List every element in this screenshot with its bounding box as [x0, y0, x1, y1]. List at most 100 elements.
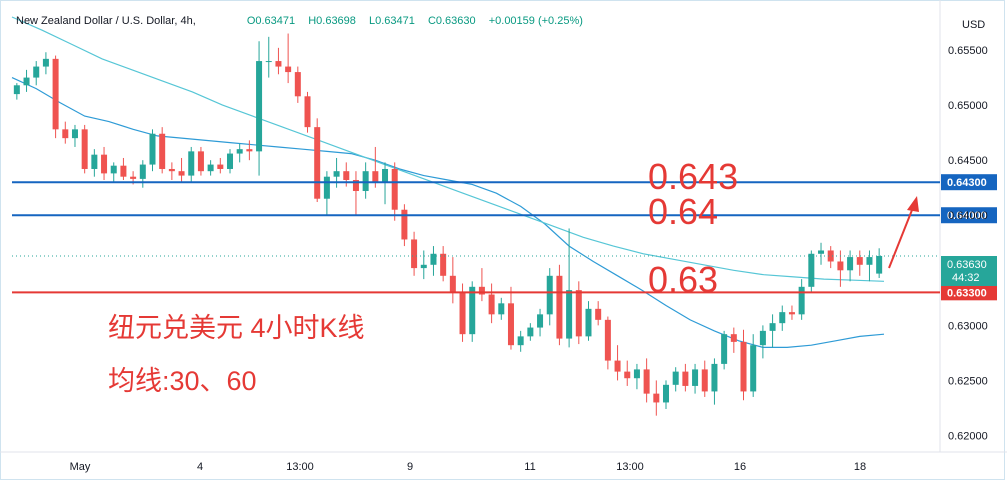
candle: [779, 305, 786, 331]
y-tick-label: 0.62000: [948, 430, 988, 442]
candle-body: [130, 176, 137, 179]
candle: [507, 286, 514, 350]
candle-body: [449, 275, 456, 293]
x-tick-label: 13:00: [286, 461, 314, 473]
candle-body: [13, 85, 20, 95]
candle-body: [750, 345, 757, 392]
candle: [633, 363, 640, 390]
candle-body: [71, 129, 78, 139]
candle-body: [847, 257, 854, 271]
candle: [256, 41, 263, 176]
candle-body: [721, 334, 728, 364]
candle: [440, 246, 447, 282]
candle: [866, 250, 873, 282]
candle: [604, 316, 611, 370]
candle: [352, 171, 359, 216]
chart-caption-title: 纽元兑美元 4小时K线: [108, 313, 365, 343]
candle: [856, 250, 863, 276]
candle-body: [672, 371, 679, 385]
candle-body: [323, 176, 330, 199]
candle-body: [188, 151, 195, 176]
price-axis: 0.655000.650000.645000.640000.635000.630…: [948, 45, 988, 442]
candle: [721, 330, 728, 370]
candle: [585, 301, 592, 341]
candle: [178, 157, 185, 183]
chart-caption-ma: 均线:30、60: [108, 366, 257, 396]
candle: [847, 250, 854, 282]
candle-body: [411, 239, 418, 269]
candle-body: [217, 164, 224, 169]
candle-body: [469, 286, 476, 335]
candle: [139, 160, 146, 188]
candle-body: [730, 334, 737, 342]
candle: [788, 305, 795, 320]
candle: [808, 250, 815, 293]
candle-body: [401, 209, 408, 240]
candle: [226, 149, 234, 174]
candle: [740, 329, 747, 401]
candle-body: [488, 294, 495, 315]
countdown-label: 44:32: [952, 272, 980, 284]
candle-body: [856, 257, 863, 265]
candle: [13, 83, 20, 100]
candle-body: [459, 292, 466, 335]
candle-body: [120, 165, 127, 177]
candle-body: [42, 58, 49, 67]
candle: [595, 301, 602, 326]
price-levels: 0.64300 0.64000 0.63300: [12, 174, 997, 301]
candle: [672, 367, 679, 392]
level-price-label: 0.64000: [947, 210, 987, 222]
candle: [91, 149, 98, 177]
candle-body: [527, 327, 534, 337]
candle: [275, 47, 282, 75]
candle-body: [81, 129, 88, 169]
candle: [71, 124, 78, 147]
candle-body: [304, 96, 311, 128]
candle: [624, 360, 631, 386]
candle: [236, 143, 243, 163]
low-value: L0.63471: [368, 15, 415, 27]
candle: [110, 162, 117, 183]
candle-body: [197, 151, 204, 172]
candle-body: [517, 336, 524, 346]
candle-body: [798, 286, 805, 315]
candle-body: [788, 312, 795, 315]
candle-body: [362, 171, 369, 192]
candle: [759, 325, 766, 359]
candle: [304, 91, 311, 133]
candle: [818, 242, 825, 265]
candle-body: [420, 264, 427, 269]
candle-body: [692, 369, 699, 386]
candle-body: [556, 275, 563, 339]
candle-body: [643, 369, 650, 394]
candle-body: [372, 171, 379, 183]
candle-body: [168, 168, 175, 172]
candle-body: [226, 153, 234, 169]
candle: [362, 162, 369, 199]
candle-body: [294, 72, 301, 97]
candle: [391, 162, 398, 221]
candle-body: [314, 127, 321, 199]
candle: [401, 204, 408, 247]
candle: [537, 308, 544, 337]
candle: [285, 33, 292, 84]
ohlc-legend: New Zealand Dollar / U.S. Dollar, 4h, O0…: [16, 15, 583, 27]
candle: [42, 52, 49, 75]
candle: [575, 281, 582, 345]
candle: [692, 363, 699, 394]
candle: [81, 124, 88, 174]
candle: [323, 171, 330, 216]
candle: [382, 162, 389, 205]
candle-body: [139, 164, 146, 179]
candle: [488, 283, 495, 324]
candle: [469, 281, 476, 342]
moving-averages: [11, 16, 885, 348]
candle-body: [876, 255, 883, 274]
candle-body: [624, 371, 631, 379]
candle: [420, 250, 427, 280]
candle-body: [33, 66, 40, 78]
y-tick-label: 0.64500: [948, 155, 988, 167]
candle-body: [246, 149, 253, 152]
ma30-line: [11, 77, 885, 348]
